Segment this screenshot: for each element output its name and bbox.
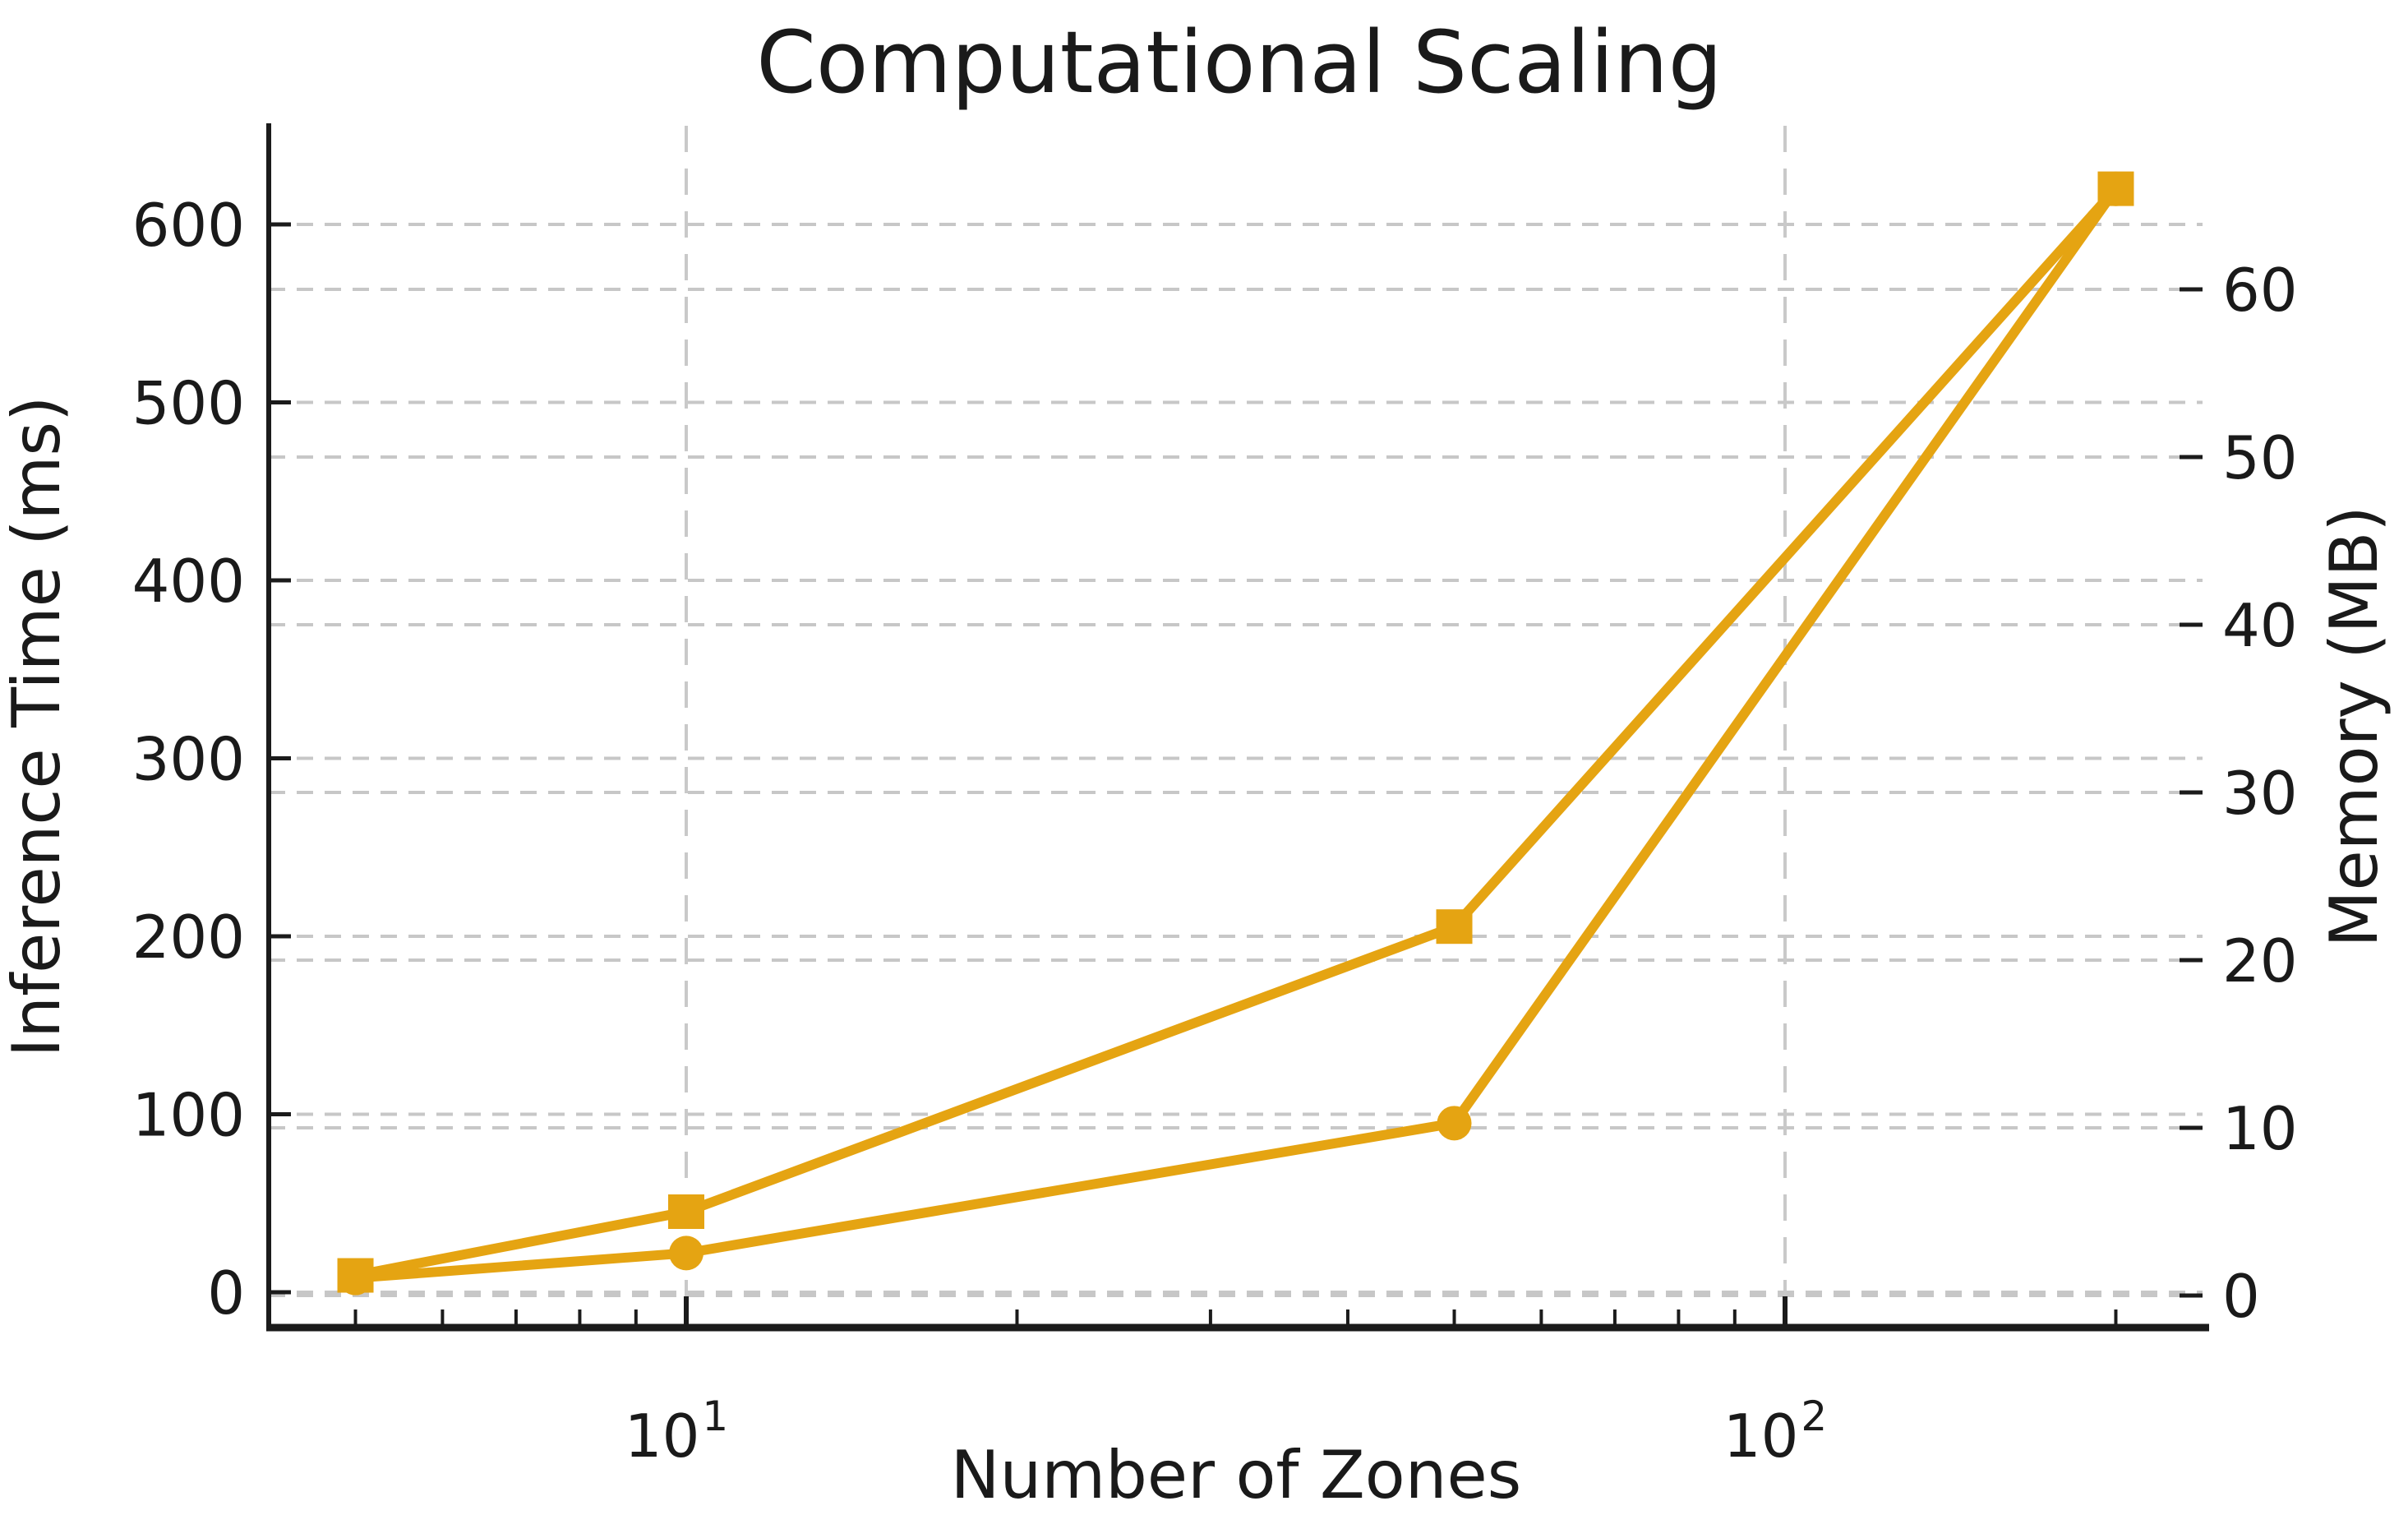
left-tick-label-600: 600 [132,191,245,260]
left-tick-label-100: 100 [132,1081,245,1150]
inference-time-marker-10 [669,1236,703,1271]
memory-line [350,183,2121,1281]
right-tick-label-50: 50 [2222,423,2298,492]
left-tick-label-200: 200 [132,903,245,972]
labels-layer: Computational Scaling Number of Zones In… [0,12,2392,1513]
inference-time-marker-50 [1437,1106,1472,1141]
left-tick-label-300: 300 [132,725,245,794]
axis-layer: 0 100 200 300 400 500 600 0 10 20 30 40 50 60 101 102 [132,123,2298,1471]
x-axis-label: Number of Zones [951,1437,1522,1513]
memory-marker-10 [668,1194,704,1229]
left-tick-label-500: 500 [132,369,245,438]
left-tick-label-400: 400 [132,547,245,616]
x-tick-label-10: 101 [625,1393,728,1471]
right-tick-label-30: 30 [2222,759,2298,828]
memory-marker-5 [337,1258,374,1293]
right-y-axis-label: Memory (MB) [2316,506,2392,947]
chart-title: Computational Scaling [756,12,1723,113]
right-tick-label-20: 20 [2222,926,2298,995]
series-layer [337,171,2134,1296]
right-tick-label-10: 10 [2222,1094,2298,1163]
right-tick-label-0: 0 [2222,1262,2260,1331]
grid-layer [269,126,2203,1328]
left-tick-label-0: 0 [207,1259,245,1328]
right-tick-label-40: 40 [2222,591,2298,660]
memory-marker-50 [1436,909,1473,945]
memory-marker-200 [2097,171,2134,206]
left-y-axis-label: Inference Time (ms) [0,396,75,1058]
right-tick-label-60: 60 [2222,256,2298,325]
inference-time-line [350,183,2121,1283]
x-tick-label-100: 102 [1723,1393,1827,1471]
